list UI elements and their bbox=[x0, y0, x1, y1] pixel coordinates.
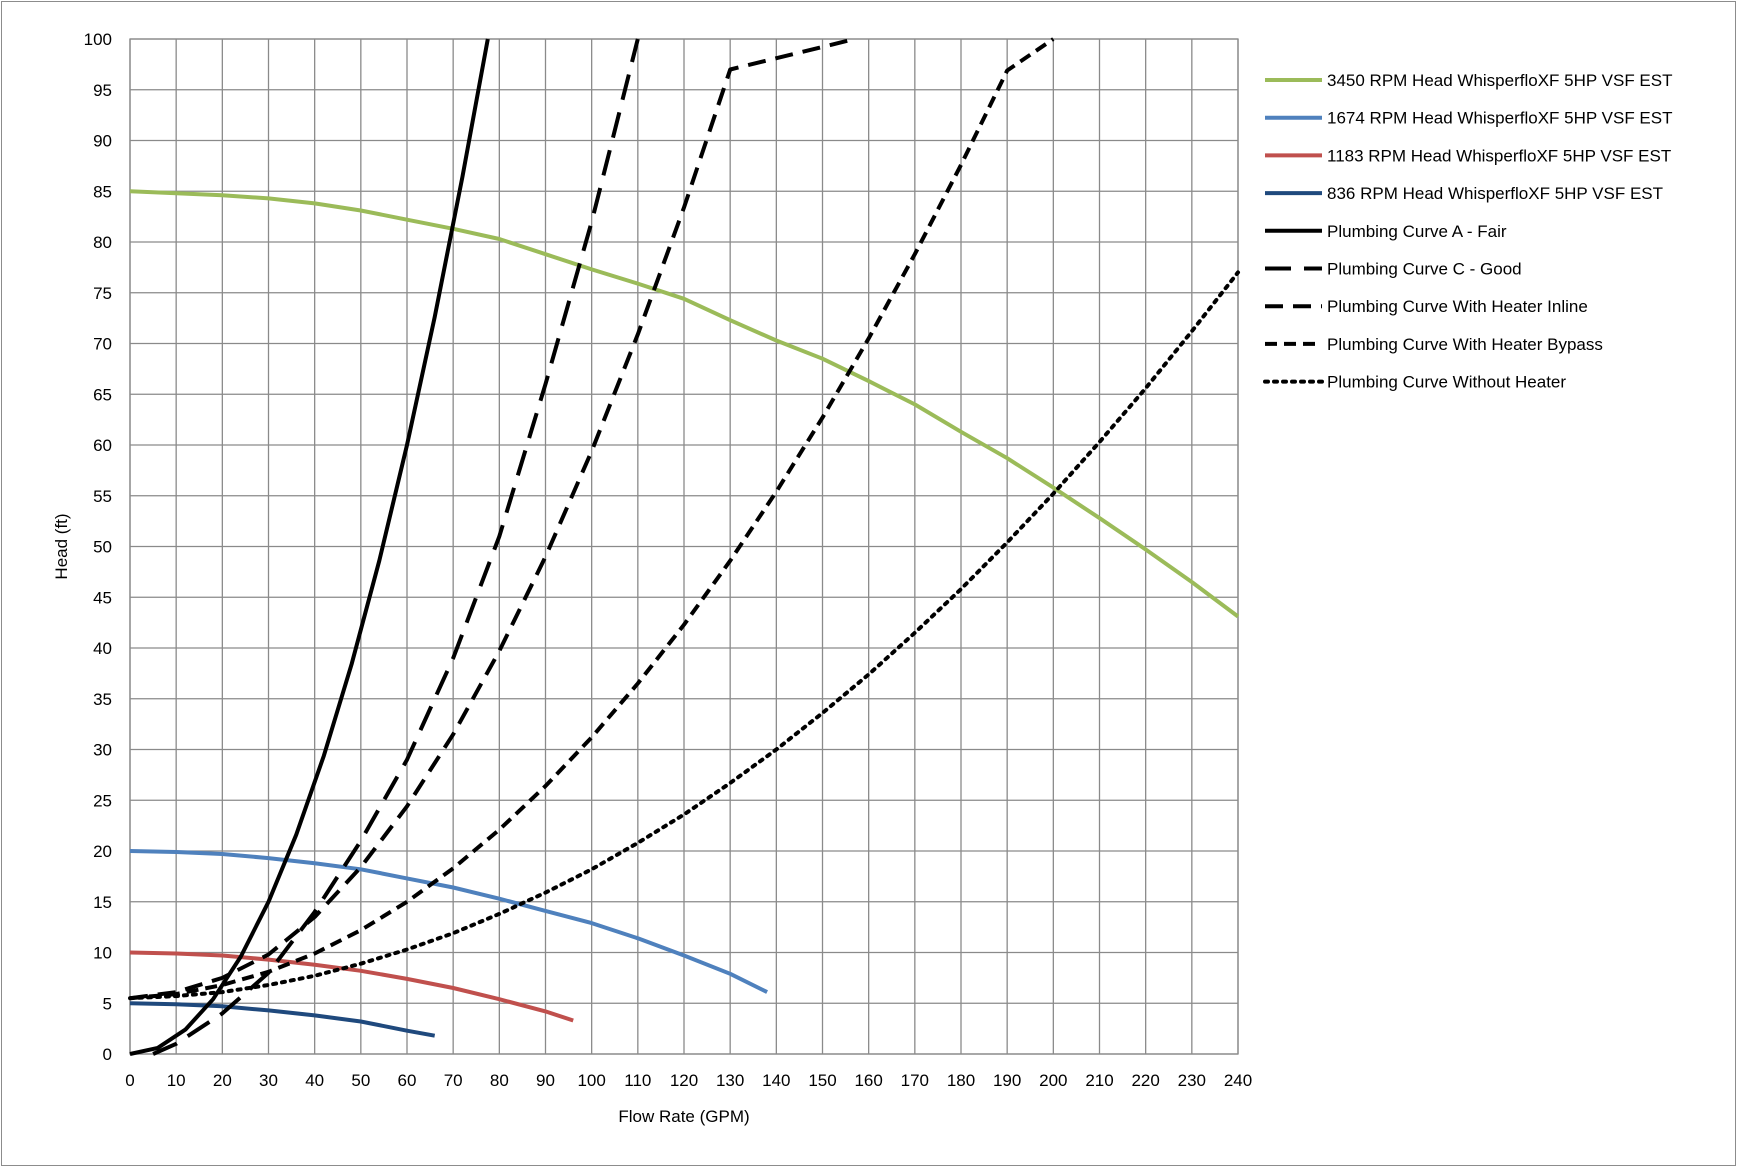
grid bbox=[129, 38, 1239, 1055]
x-tick-label: 70 bbox=[444, 1071, 463, 1090]
y-tick-label: 55 bbox=[93, 487, 112, 506]
y-tick-label: 70 bbox=[93, 335, 112, 354]
x-tick-label: 240 bbox=[1224, 1071, 1252, 1090]
series-line-4 bbox=[129, 38, 490, 1056]
legend-label-6: Plumbing Curve With Heater Inline bbox=[1327, 297, 1588, 316]
x-tick-label: 230 bbox=[1178, 1071, 1206, 1090]
y-tick-label: 20 bbox=[93, 842, 112, 861]
series-line-3 bbox=[129, 1001, 436, 1038]
x-tick-label: 90 bbox=[536, 1071, 555, 1090]
y-tick-label: 85 bbox=[93, 182, 112, 201]
y-tick-label: 5 bbox=[103, 994, 112, 1013]
x-tick-label: 30 bbox=[259, 1071, 278, 1090]
x-tick-label: 60 bbox=[398, 1071, 417, 1090]
legend-label-3: 836 RPM Head WhisperfloXF 5HP VSF EST bbox=[1327, 184, 1663, 203]
x-tick-label: 80 bbox=[490, 1071, 509, 1090]
y-tick-label: 40 bbox=[93, 639, 112, 658]
legend-label-5: Plumbing Curve C - Good bbox=[1327, 260, 1522, 279]
series-line-6 bbox=[129, 37, 856, 1001]
y-tick-label: 10 bbox=[93, 944, 112, 963]
legend-label-0: 3450 RPM Head WhisperfloXF 5HP VSF EST bbox=[1327, 71, 1673, 90]
x-tick-label: 170 bbox=[901, 1071, 929, 1090]
x-tick-label: 140 bbox=[762, 1071, 790, 1090]
series-line-1 bbox=[129, 849, 768, 994]
legend-label-4: Plumbing Curve A - Fair bbox=[1327, 222, 1507, 241]
x-tick-label: 200 bbox=[1039, 1071, 1067, 1090]
series-line-5 bbox=[152, 38, 640, 1056]
x-tick-label: 160 bbox=[854, 1071, 882, 1090]
x-tick-label: 120 bbox=[670, 1071, 698, 1090]
y-axis-title: Head (ft) bbox=[52, 513, 71, 579]
y-tick-label: 90 bbox=[93, 132, 112, 151]
x-tick-label: 130 bbox=[716, 1071, 744, 1090]
x-axis-ticks: 0 10 20 30 40 50 60 70 80 90 100 110 120 130 140 150 160… bbox=[125, 1071, 1252, 1090]
series-line-2 bbox=[129, 950, 574, 1023]
y-tick-label: 30 bbox=[93, 741, 112, 760]
x-tick-label: 220 bbox=[1131, 1071, 1159, 1090]
legend-label-7: Plumbing Curve With Heater Bypass bbox=[1327, 335, 1603, 354]
x-tick-label: 100 bbox=[577, 1071, 605, 1090]
y-tick-label: 45 bbox=[93, 588, 112, 607]
y-axis-ticks: 0 5 10 15 20 25 30 35 40 45 50 55 60 65 70 75 80 85 90 95 10… bbox=[84, 30, 112, 1064]
x-tick-label: 190 bbox=[993, 1071, 1021, 1090]
y-tick-label: 95 bbox=[93, 81, 112, 100]
legend-label-8: Plumbing Curve Without Heater bbox=[1327, 373, 1566, 392]
y-tick-label: 50 bbox=[93, 538, 112, 557]
x-tick-label: 110 bbox=[624, 1071, 651, 1090]
series-line-7 bbox=[129, 37, 1055, 1001]
x-tick-label: 0 bbox=[125, 1071, 134, 1090]
x-axis-title: Flow Rate (GPM) bbox=[618, 1107, 749, 1126]
legend: 3450 RPM Head WhisperfloXF 5HP VSF EST 16… bbox=[1263, 71, 1673, 392]
y-tick-label: 65 bbox=[93, 385, 112, 404]
y-tick-label: 0 bbox=[103, 1045, 112, 1064]
legend-label-1: 1674 RPM Head WhisperfloXF 5HP VSF EST bbox=[1327, 109, 1673, 128]
series-lines bbox=[128, 37, 1240, 1056]
x-tick-label: 150 bbox=[808, 1071, 836, 1090]
y-tick-label: 75 bbox=[93, 284, 112, 303]
x-tick-label: 210 bbox=[1085, 1071, 1113, 1090]
x-tick-label: 20 bbox=[213, 1071, 232, 1090]
y-tick-label: 15 bbox=[93, 893, 112, 912]
y-tick-label: 60 bbox=[93, 436, 112, 455]
y-tick-label: 25 bbox=[93, 791, 112, 810]
series-line-0 bbox=[129, 189, 1240, 619]
y-tick-label: 100 bbox=[84, 30, 112, 49]
series-line-8 bbox=[128, 270, 1240, 1001]
x-tick-label: 180 bbox=[947, 1071, 975, 1090]
plot-area bbox=[129, 38, 1239, 1055]
x-tick-label: 10 bbox=[167, 1071, 186, 1090]
legend-label-2: 1183 RPM Head WhisperfloXF 5HP VSF EST bbox=[1327, 146, 1671, 165]
y-tick-label: 35 bbox=[93, 690, 112, 709]
x-tick-label: 40 bbox=[305, 1071, 324, 1090]
x-tick-label: 50 bbox=[351, 1071, 370, 1090]
y-tick-label: 80 bbox=[93, 233, 112, 252]
